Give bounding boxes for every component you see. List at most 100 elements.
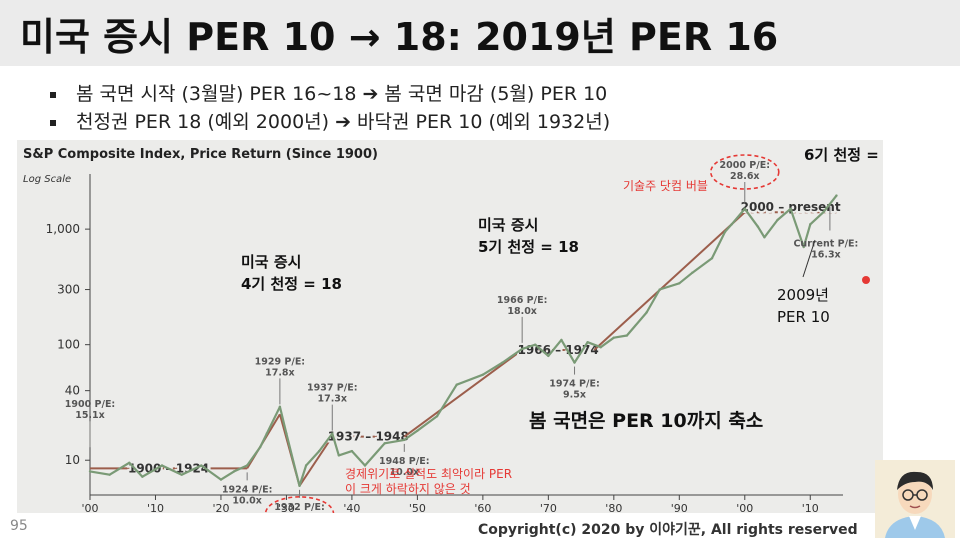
x-tick-label: '10	[802, 502, 819, 513]
data-point	[724, 231, 726, 233]
pe-annotation-label: 1948 P/E:	[379, 456, 429, 467]
callout-text: 경제위기로 실적도 최악이라 PER	[345, 467, 512, 481]
data-point	[416, 430, 418, 432]
data-point	[501, 361, 503, 363]
data-point	[305, 464, 307, 466]
data-point	[200, 464, 202, 466]
data-point	[455, 384, 457, 386]
data-point	[534, 343, 536, 345]
bullet-marker	[50, 120, 56, 126]
data-point	[776, 219, 778, 221]
data-point	[285, 432, 287, 434]
callout-text: 미국 증시	[804, 140, 864, 142]
data-point	[482, 373, 484, 375]
pe-annotation-label: 1966 P/E:	[497, 295, 547, 306]
data-point	[809, 223, 811, 225]
x-tick-label: '70	[540, 502, 557, 513]
x-tick-label: '60	[474, 502, 491, 513]
data-point	[89, 470, 91, 472]
data-point	[763, 236, 765, 238]
pe-annotation-label: 28.6x	[730, 171, 760, 182]
data-point	[403, 439, 405, 441]
callout-text: 이 크게 하락하지 않은 것	[345, 482, 471, 496]
callout-text: 2009년	[777, 286, 829, 304]
data-point	[128, 462, 130, 464]
callout-text: 기술주 닷컴 버블	[623, 179, 708, 193]
data-point	[318, 450, 320, 452]
page-number: 95	[10, 518, 28, 534]
pe-annotation-label: 1924 P/E:	[222, 484, 272, 495]
data-point	[383, 442, 385, 444]
chart-title: S&P Composite Index, Price Return (Since…	[23, 147, 378, 162]
chart-svg: S&P Composite Index, Price Return (Since…	[17, 140, 883, 513]
x-tick-label: '90	[671, 502, 688, 513]
data-point	[613, 336, 615, 338]
y-tick-label: 10	[65, 453, 80, 467]
data-point	[141, 476, 143, 478]
data-point	[711, 257, 713, 259]
data-point	[180, 473, 182, 475]
data-point	[259, 446, 261, 448]
callout-text: 5기 천정 = 18	[478, 238, 579, 256]
y-tick-label: 40	[65, 384, 80, 398]
pe-annotation-label: Current P/E:	[793, 239, 858, 250]
callout-text: 6기 천정 = 29	[804, 146, 883, 164]
callout-text: 미국 증시	[241, 253, 301, 271]
data-point	[835, 194, 837, 196]
pe-annotation-label: 15.1x	[75, 410, 105, 421]
x-tick-label: '50	[409, 502, 426, 513]
copyright-text: Copyright(c) 2020 by 이야기꾼, All rights re…	[478, 519, 858, 539]
data-point	[338, 454, 340, 456]
callout-text: 4기 천정 = 18	[241, 275, 342, 293]
data-point	[220, 478, 222, 480]
data-point	[161, 464, 163, 466]
data-point	[573, 361, 575, 363]
x-tick-label: '20	[212, 502, 229, 513]
data-point	[233, 470, 235, 472]
bullet-text: 봄 국면 시작 (3월말) PER 16~18 ➔ 봄 국면 마감 (5월) P…	[76, 83, 607, 105]
data-point	[246, 464, 248, 466]
data-point	[547, 355, 549, 357]
pe-annotation-label: 17.3x	[317, 394, 347, 405]
data-point	[279, 406, 281, 408]
data-point	[730, 223, 732, 225]
y-axis-label: Log Scale	[23, 174, 71, 185]
bullet-item: 봄 국면 시작 (3월말) PER 16~18 ➔ 봄 국면 마감 (5월) P…	[50, 80, 610, 108]
callout-text: PER 10	[777, 308, 830, 326]
callout-text: 미국 증시	[478, 216, 538, 234]
presenter-avatar	[875, 460, 955, 538]
data-point	[757, 225, 759, 227]
data-point	[600, 346, 602, 348]
pe-annotation-label: 1937 P/E:	[307, 383, 357, 394]
pe-annotation-label: 1929 P/E:	[255, 356, 305, 367]
data-point	[266, 432, 268, 434]
data-point	[678, 282, 680, 284]
pe-annotation-label: 1932 P/E:	[274, 502, 324, 513]
data-point	[298, 485, 300, 487]
callout-text: 봄 국면은 PER 10까지 축소	[529, 410, 763, 432]
data-point	[658, 288, 660, 290]
pe-annotation-label: 10.0x	[232, 495, 262, 506]
data-point	[108, 473, 110, 475]
pe-annotation-label: 18.0x	[507, 306, 537, 317]
y-tick-label: 300	[57, 283, 80, 297]
y-tick-label: 100	[57, 338, 80, 352]
pe-annotation-label: 9.5x	[563, 390, 586, 401]
slide-title: 미국 증시 PER 10 → 18: 2019년 PER 16	[20, 6, 778, 61]
title-bar: 미국 증시 PER 10 → 18: 2019년 PER 16	[0, 0, 960, 66]
bullet-item: 천정권 PER 18 (예외 2000년) ➔ 바닥권 PER 10 (예외 1…	[50, 108, 610, 136]
data-point	[626, 334, 628, 336]
plot-background	[17, 140, 883, 513]
data-point	[744, 208, 746, 210]
pe-annotation-label: 1900 P/E:	[65, 399, 115, 410]
bullet-text: 천정권 PER 18 (예외 2000년) ➔ 바닥권 PER 10 (예외 1…	[76, 111, 610, 133]
data-point	[645, 311, 647, 313]
chart: S&P Composite Index, Price Return (Since…	[17, 140, 883, 513]
pe-annotation-label: 2000 P/E:	[720, 160, 770, 171]
pe-annotation-label: 16.3x	[811, 250, 841, 261]
x-tick-label: '00	[736, 502, 753, 513]
x-tick-label: '80	[605, 502, 622, 513]
data-point	[521, 348, 523, 350]
data-point	[789, 208, 791, 210]
bullet-list: 봄 국면 시작 (3월말) PER 16~18 ➔ 봄 국면 마감 (5월) P…	[50, 80, 610, 136]
